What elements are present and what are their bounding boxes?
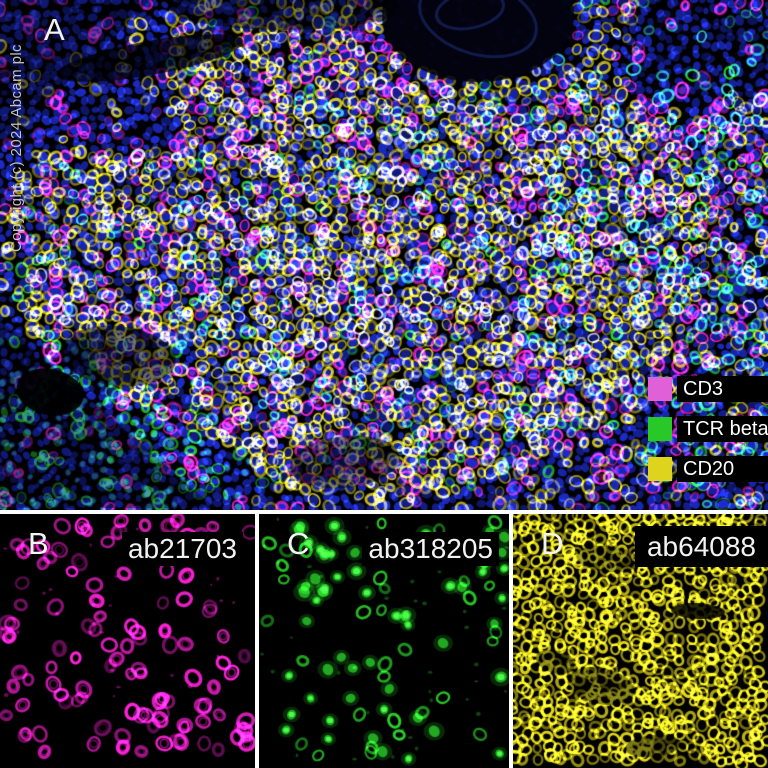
- copyright-watermark: Copyright (c) 2024 Abcam plc: [8, 44, 25, 252]
- panel-b-catalog-number: ab21703: [121, 532, 243, 566]
- tcr-beta-color-swatch: [648, 417, 672, 441]
- cd20-label: CD20: [677, 456, 768, 482]
- panel-b-letter: B: [28, 526, 50, 561]
- cd20-color-swatch: [648, 457, 672, 481]
- legend-row-cd3: CD3: [648, 376, 768, 402]
- legend-row-cd20: CD20: [648, 456, 768, 482]
- stain-legend: CD3 TCR beta CD20: [648, 376, 768, 482]
- panel-d-catalog-number: ab64088: [635, 526, 768, 567]
- panel-b-cd3-channel: B ab21703: [0, 514, 255, 768]
- panel-a-merged: Copyright (c) 2024 Abcam plc A CD3 TCR b…: [0, 0, 768, 510]
- legend-row-tcr-beta: TCR beta: [648, 416, 768, 442]
- panel-a-letter: A: [44, 12, 66, 47]
- panel-c-letter: C: [287, 526, 310, 561]
- panel-c-tcr-beta-channel: C ab318205: [259, 514, 509, 768]
- panel-a-micrograph: [0, 0, 768, 510]
- panel-d-letter: D: [541, 526, 564, 561]
- cd3-label: CD3: [677, 376, 768, 402]
- cd3-color-swatch: [648, 377, 672, 401]
- panel-c-catalog-number: ab318205: [362, 532, 499, 566]
- tcr-beta-label: TCR beta: [677, 416, 768, 442]
- panel-d-cd20-channel: D ab64088: [513, 514, 768, 768]
